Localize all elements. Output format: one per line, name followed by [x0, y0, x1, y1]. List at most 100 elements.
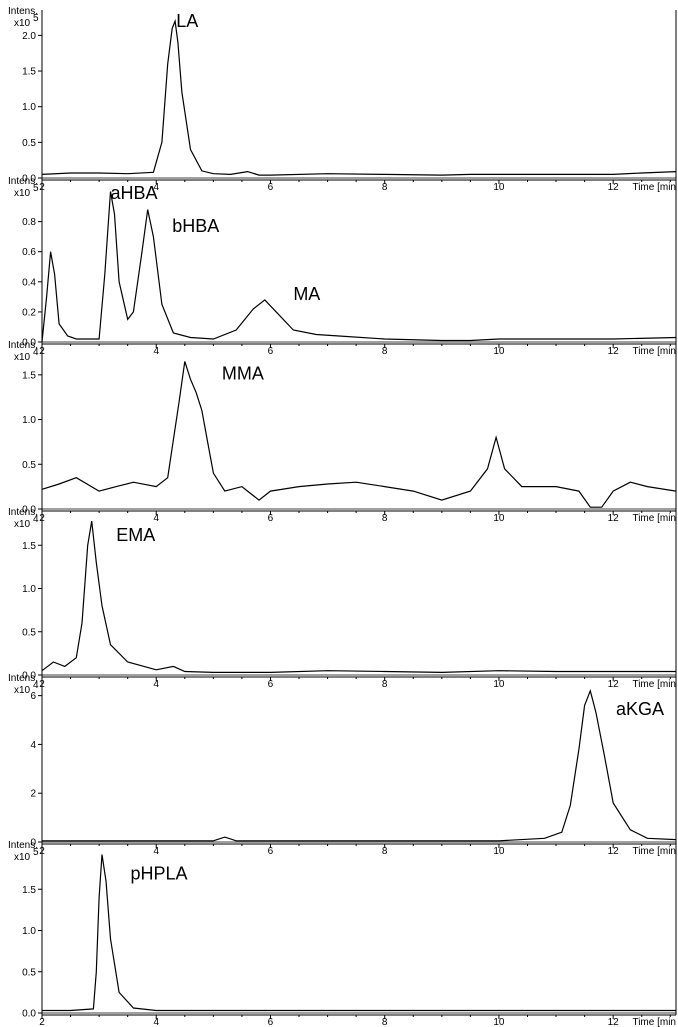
x-unit-label: Time [min: [632, 679, 676, 690]
x-tick-label: 12: [608, 846, 620, 857]
peak-label: pHPLA: [131, 863, 188, 883]
x-tick-label: 4: [153, 346, 159, 357]
chromatogram-panel-6: Intens.x10 5 0.0 0.5 1.0 1.5 2 4 6 8 10 12 Time [min…: [8, 840, 677, 1027]
y-axis-label: Intens.: [8, 507, 38, 518]
x-unit-label: Time [min: [632, 346, 676, 357]
y-exponent-label: 4: [33, 680, 39, 691]
y-multiplier-label: x10: [14, 188, 31, 199]
y-tick-label: 6: [30, 691, 36, 702]
peak-label: MA: [293, 284, 320, 304]
x-tick-label: 4: [153, 679, 159, 690]
x-tick-label: 8: [382, 1017, 388, 1027]
chromatogram-trace: [41, 191, 677, 343]
y-tick-label: 0.0: [22, 1009, 36, 1020]
x-tick-label: 8: [382, 846, 388, 857]
x-tick-label: 6: [268, 1017, 274, 1027]
y-tick-label: 0.0: [22, 671, 36, 682]
y-exponent-label: 5: [33, 183, 39, 194]
peak-label: LA: [176, 11, 198, 31]
x-tick-label: 4: [153, 513, 159, 524]
x-tick-label: 6: [268, 346, 274, 357]
y-tick-label: 0: [30, 838, 36, 849]
y-tick-label: 4: [30, 740, 36, 751]
y-multiplier-label: x10: [14, 18, 31, 29]
y-axis-label: Intens.: [8, 176, 38, 187]
x-unit-label: Time [min: [632, 846, 676, 857]
x-tick-label: 4: [153, 1017, 159, 1027]
y-tick-label: 0.0: [22, 338, 36, 349]
x-tick-label: 6: [268, 846, 274, 857]
peak-label: EMA: [116, 525, 155, 545]
x-tick-label: 6: [268, 182, 274, 193]
x-unit-label: Time [min: [632, 1017, 676, 1027]
peak-label: bHBA: [172, 216, 219, 236]
y-tick-label: 0.2: [22, 307, 36, 318]
y-tick-label: 1.5: [22, 370, 36, 381]
chromatogram-trace: [42, 854, 676, 1012]
peak-label: MMA: [222, 363, 264, 383]
y-axis-label: Intens.: [8, 840, 38, 851]
x-tick-label: 10: [493, 679, 505, 690]
y-tick-label: 0.5: [22, 138, 36, 149]
y-tick-label: 0.0: [22, 505, 36, 516]
chromatogram-trace: [41, 521, 676, 674]
y-exponent-label: 4: [33, 347, 39, 358]
y-axis-label: Intens.: [8, 6, 38, 17]
y-exponent-label: 4: [33, 514, 39, 525]
x-tick-label: 10: [493, 182, 505, 193]
x-tick-label: 2: [39, 1017, 45, 1027]
x-tick-label: 12: [608, 1017, 620, 1027]
x-tick-label: 12: [608, 513, 620, 524]
y-exponent-label: 5: [33, 847, 39, 858]
y-axis-label: Intens.: [8, 673, 38, 684]
y-tick-label: 0.4: [22, 277, 36, 288]
x-tick-label: 10: [493, 1017, 505, 1027]
x-tick-label: 6: [268, 513, 274, 524]
y-exponent-label: 5: [33, 13, 39, 24]
y-tick-label: 0.5: [22, 460, 36, 471]
y-tick-label: 1.0: [22, 926, 36, 937]
x-tick-label: 12: [608, 346, 620, 357]
peak-label: aHBA: [111, 183, 158, 203]
x-unit-label: Time [min: [632, 513, 676, 524]
chromatogram-trace: [42, 688, 677, 842]
chromatogram-trace: [41, 361, 677, 508]
x-tick-label: 4: [153, 182, 159, 193]
y-tick-label: 1.0: [22, 415, 36, 426]
x-tick-label: 10: [493, 846, 505, 857]
peak-label: aKGA: [616, 699, 664, 719]
y-tick-label: 0.0: [22, 174, 36, 185]
x-tick-label: 10: [493, 513, 505, 524]
x-tick-label: 6: [268, 679, 274, 690]
x-tick-label: 8: [382, 346, 388, 357]
y-tick-label: 0.8: [22, 217, 36, 228]
x-tick-label: 8: [382, 679, 388, 690]
y-multiplier-label: x10: [14, 852, 31, 863]
x-unit-label: Time [min: [632, 182, 676, 193]
y-multiplier-label: x10: [14, 352, 31, 363]
y-tick-label: 1.5: [22, 885, 36, 896]
x-tick-label: 8: [382, 182, 388, 193]
y-tick-label: 0.6: [22, 247, 36, 258]
y-tick-label: 2.0: [22, 31, 36, 42]
x-tick-label: 12: [608, 679, 620, 690]
y-multiplier-label: x10: [14, 685, 31, 696]
y-tick-label: 1.0: [22, 102, 36, 113]
chromatogram-trace: [41, 18, 677, 176]
y-multiplier-label: x10: [14, 519, 31, 530]
y-tick-label: 0.5: [22, 967, 36, 978]
x-tick-label: 8: [382, 513, 388, 524]
y-tick-label: 1.5: [22, 67, 36, 78]
x-tick-label: 4: [153, 846, 159, 857]
y-tick-label: 0.5: [22, 627, 36, 638]
y-tick-label: 1.0: [22, 584, 36, 595]
x-tick-label: 10: [493, 346, 505, 357]
x-tick-label: 12: [608, 182, 620, 193]
y-tick-label: 2: [30, 789, 36, 800]
